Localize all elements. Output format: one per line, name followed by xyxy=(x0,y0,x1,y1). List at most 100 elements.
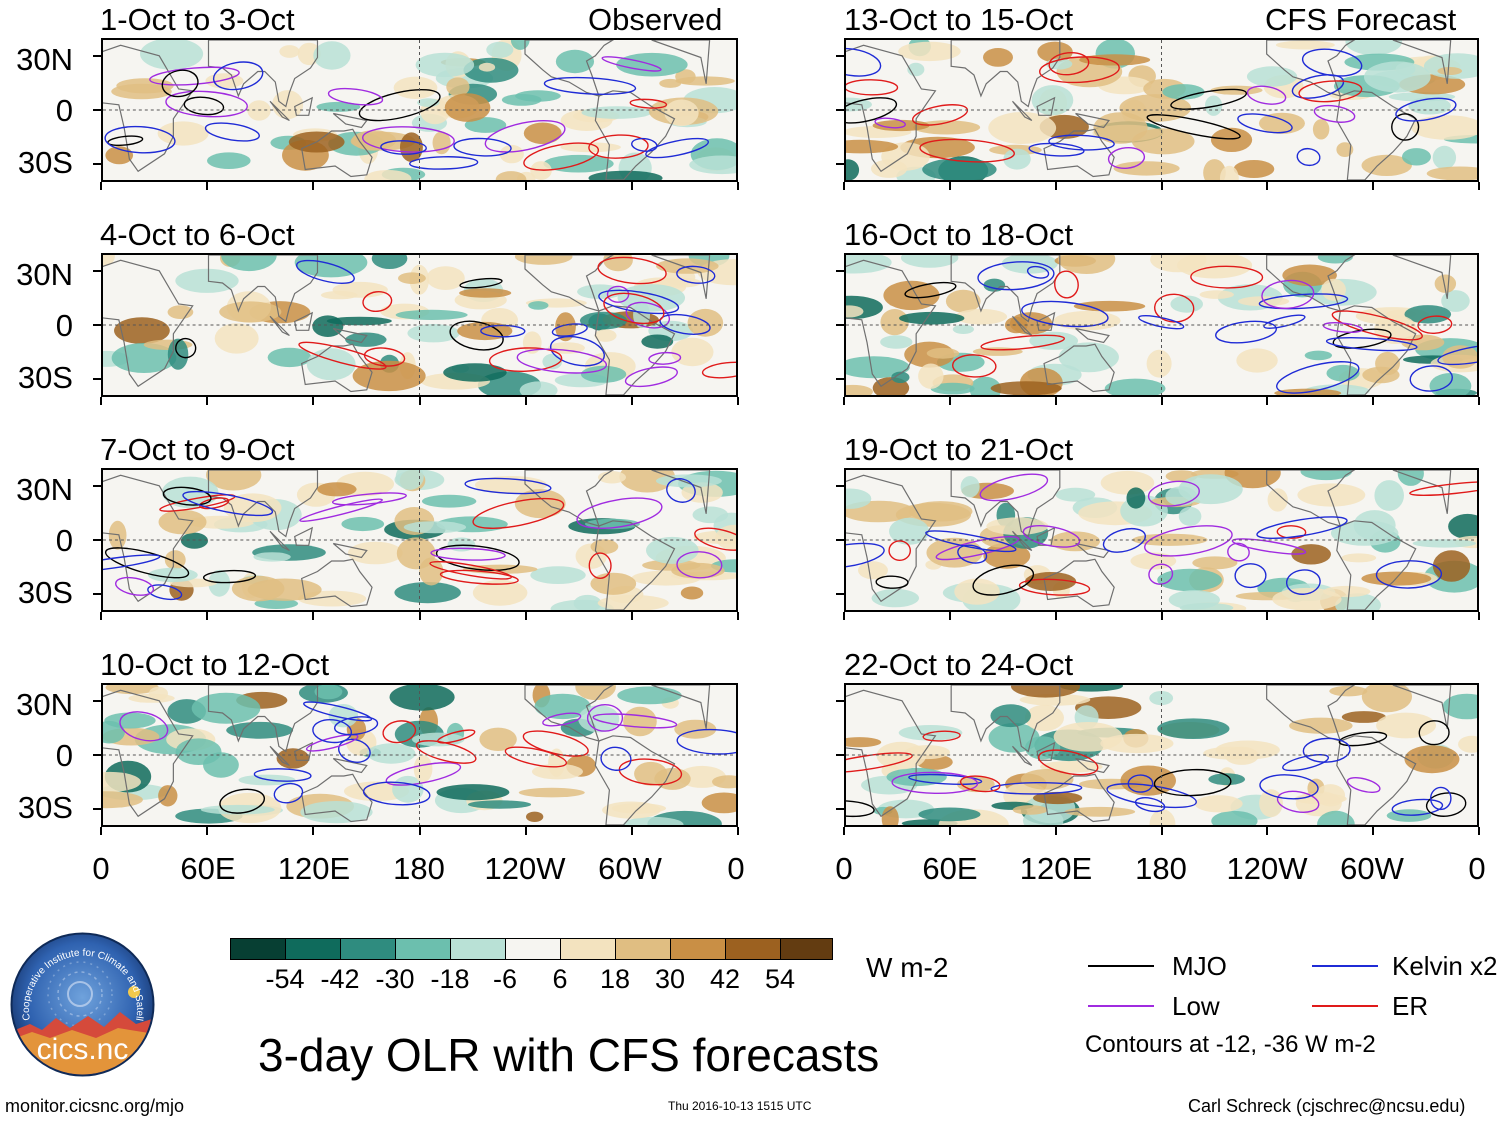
olr-anomaly xyxy=(687,308,724,337)
contour-line xyxy=(430,547,506,561)
coastline xyxy=(950,40,1061,108)
colorbar-tick-label: 6 xyxy=(552,964,568,994)
olr-anomaly xyxy=(371,255,408,269)
olr-anomaly xyxy=(525,811,544,822)
coastline xyxy=(1266,470,1356,527)
olr-anomaly xyxy=(421,494,477,508)
lat-label-30n: 30N xyxy=(16,42,73,77)
olr-anomaly xyxy=(1404,305,1452,324)
legend-label-mjo: MJO xyxy=(1172,951,1227,981)
coastline xyxy=(294,526,314,546)
contour-line xyxy=(1259,774,1319,800)
olr-anomaly xyxy=(846,356,910,379)
lat-label-30s: 30S xyxy=(17,360,73,395)
contour-line xyxy=(676,265,716,284)
olr-anomaly xyxy=(367,743,416,764)
axis-tick xyxy=(948,827,951,835)
olr-anomaly xyxy=(590,539,619,555)
contour-line xyxy=(212,61,264,91)
coastline xyxy=(651,40,711,84)
axis-tick xyxy=(836,163,844,165)
coastline xyxy=(294,311,314,331)
legend-label-kelvin: Kelvin x2 xyxy=(1392,951,1498,981)
olr-anomaly xyxy=(147,567,198,583)
axis-tick xyxy=(1054,182,1057,190)
olr-anomaly xyxy=(555,312,576,342)
olr-anomaly xyxy=(990,381,1062,395)
contour-line xyxy=(1026,265,1050,279)
olr-anomaly xyxy=(1401,148,1431,166)
olr-anomaly xyxy=(518,787,585,798)
olr-anomaly xyxy=(1437,67,1463,75)
axis-tick xyxy=(836,324,844,326)
contour-line xyxy=(1437,343,1477,366)
map-panel-obs-4 xyxy=(101,683,738,827)
axis-tick xyxy=(630,827,633,835)
olr-anomaly xyxy=(443,363,507,382)
axis-tick xyxy=(1478,612,1480,620)
contour-line xyxy=(624,366,678,388)
contour-line xyxy=(597,256,667,285)
axis-tick xyxy=(836,55,844,57)
axis-tick xyxy=(843,182,845,190)
map-panel-fcst-1 xyxy=(844,38,1479,182)
olr-anomaly xyxy=(214,323,259,354)
olr-anomaly xyxy=(148,686,168,701)
olr-anomaly xyxy=(479,727,517,751)
olr-anomaly xyxy=(623,706,657,737)
contour-line xyxy=(977,261,1055,291)
axis-tick xyxy=(1160,182,1163,190)
olr-anomaly xyxy=(1020,769,1074,790)
colorbar-tick-label: 18 xyxy=(599,964,631,994)
olr-anomaly xyxy=(313,41,351,70)
olr-anomaly xyxy=(444,93,491,122)
contour-line xyxy=(1048,51,1090,76)
olr-anomaly xyxy=(689,155,736,175)
olr-anomaly xyxy=(345,332,387,347)
olr-anomaly xyxy=(846,737,882,748)
contour-line xyxy=(333,716,379,736)
coastline xyxy=(1392,470,1452,514)
coastline xyxy=(332,327,368,344)
olr-anomaly xyxy=(883,280,940,311)
contour-line xyxy=(1429,786,1452,811)
olr-anomaly xyxy=(1442,345,1477,369)
coastline xyxy=(651,470,711,514)
website-link[interactable]: monitor.cicsnc.org/mjo xyxy=(5,1096,185,1116)
olr-anomaly xyxy=(1441,290,1470,312)
olr-anomaly xyxy=(158,509,207,535)
contour-line xyxy=(464,477,552,495)
olr-anomaly xyxy=(1458,735,1477,753)
contour-line xyxy=(488,347,563,372)
contour-line xyxy=(312,719,353,744)
olr-anomaly xyxy=(105,685,159,695)
contour-line xyxy=(1237,113,1293,134)
coastline xyxy=(524,40,615,97)
axis-tick xyxy=(524,612,527,620)
contour-line xyxy=(119,711,169,742)
legend-line-mjo xyxy=(1088,965,1154,967)
olr-anomaly xyxy=(922,158,997,180)
olr-anomaly xyxy=(407,324,460,343)
coastline xyxy=(1336,90,1417,180)
axis-tick xyxy=(836,539,844,541)
axis-tick xyxy=(1160,397,1163,405)
olr-anomaly xyxy=(1411,115,1477,140)
contour-line xyxy=(875,575,909,589)
olr-anomaly xyxy=(1057,255,1116,274)
contour-line xyxy=(182,490,274,517)
contour-line xyxy=(439,569,519,585)
coastline xyxy=(1036,311,1056,331)
axis-tick xyxy=(418,182,421,190)
contour-line xyxy=(104,547,190,579)
contour-line xyxy=(908,773,983,785)
coastline xyxy=(1043,558,1115,608)
colorbar-tick-label: 30 xyxy=(654,964,686,994)
axis-tick xyxy=(1266,612,1269,620)
olr-anomaly xyxy=(1442,693,1477,720)
olr-anomaly xyxy=(415,52,475,78)
olr-anomaly xyxy=(930,382,975,395)
axis-tick xyxy=(524,182,527,190)
axis-tick xyxy=(1054,612,1057,620)
colorbar-tick-label: -6 xyxy=(492,964,517,994)
